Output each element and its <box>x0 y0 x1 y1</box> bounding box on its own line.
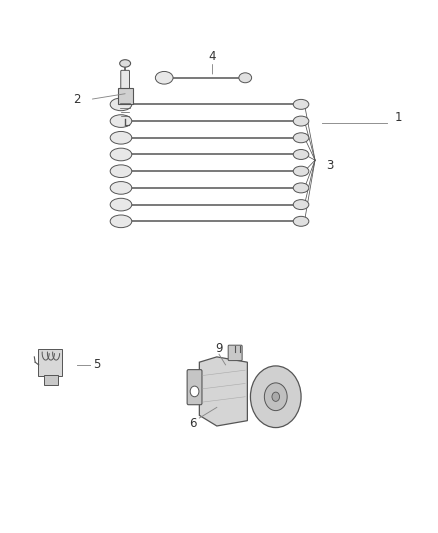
FancyBboxPatch shape <box>187 369 202 405</box>
Circle shape <box>251 366 301 427</box>
Ellipse shape <box>120 60 131 67</box>
Ellipse shape <box>293 183 309 193</box>
FancyBboxPatch shape <box>44 375 58 385</box>
Text: 1: 1 <box>394 111 402 124</box>
Ellipse shape <box>293 116 309 126</box>
Circle shape <box>265 383 287 410</box>
Ellipse shape <box>155 71 173 84</box>
Ellipse shape <box>110 148 132 161</box>
Circle shape <box>272 392 279 401</box>
Text: 6: 6 <box>189 417 197 430</box>
Ellipse shape <box>293 200 309 209</box>
Text: 4: 4 <box>208 50 216 63</box>
Ellipse shape <box>110 115 132 127</box>
FancyBboxPatch shape <box>228 345 242 361</box>
Ellipse shape <box>110 182 132 194</box>
FancyBboxPatch shape <box>38 350 62 376</box>
FancyBboxPatch shape <box>121 70 130 94</box>
Ellipse shape <box>293 133 309 143</box>
Ellipse shape <box>110 98 132 111</box>
Ellipse shape <box>110 165 132 177</box>
Ellipse shape <box>293 216 309 227</box>
Ellipse shape <box>239 73 251 83</box>
Text: 9: 9 <box>215 342 223 356</box>
Ellipse shape <box>110 215 132 228</box>
Text: 3: 3 <box>327 159 334 172</box>
Ellipse shape <box>293 166 309 176</box>
Text: 2: 2 <box>73 93 81 106</box>
Circle shape <box>190 386 199 397</box>
Ellipse shape <box>293 150 309 159</box>
Polygon shape <box>199 357 247 426</box>
Ellipse shape <box>110 198 132 211</box>
Ellipse shape <box>293 99 309 109</box>
Ellipse shape <box>110 132 132 144</box>
FancyBboxPatch shape <box>118 88 133 104</box>
Text: 5: 5 <box>93 358 100 372</box>
